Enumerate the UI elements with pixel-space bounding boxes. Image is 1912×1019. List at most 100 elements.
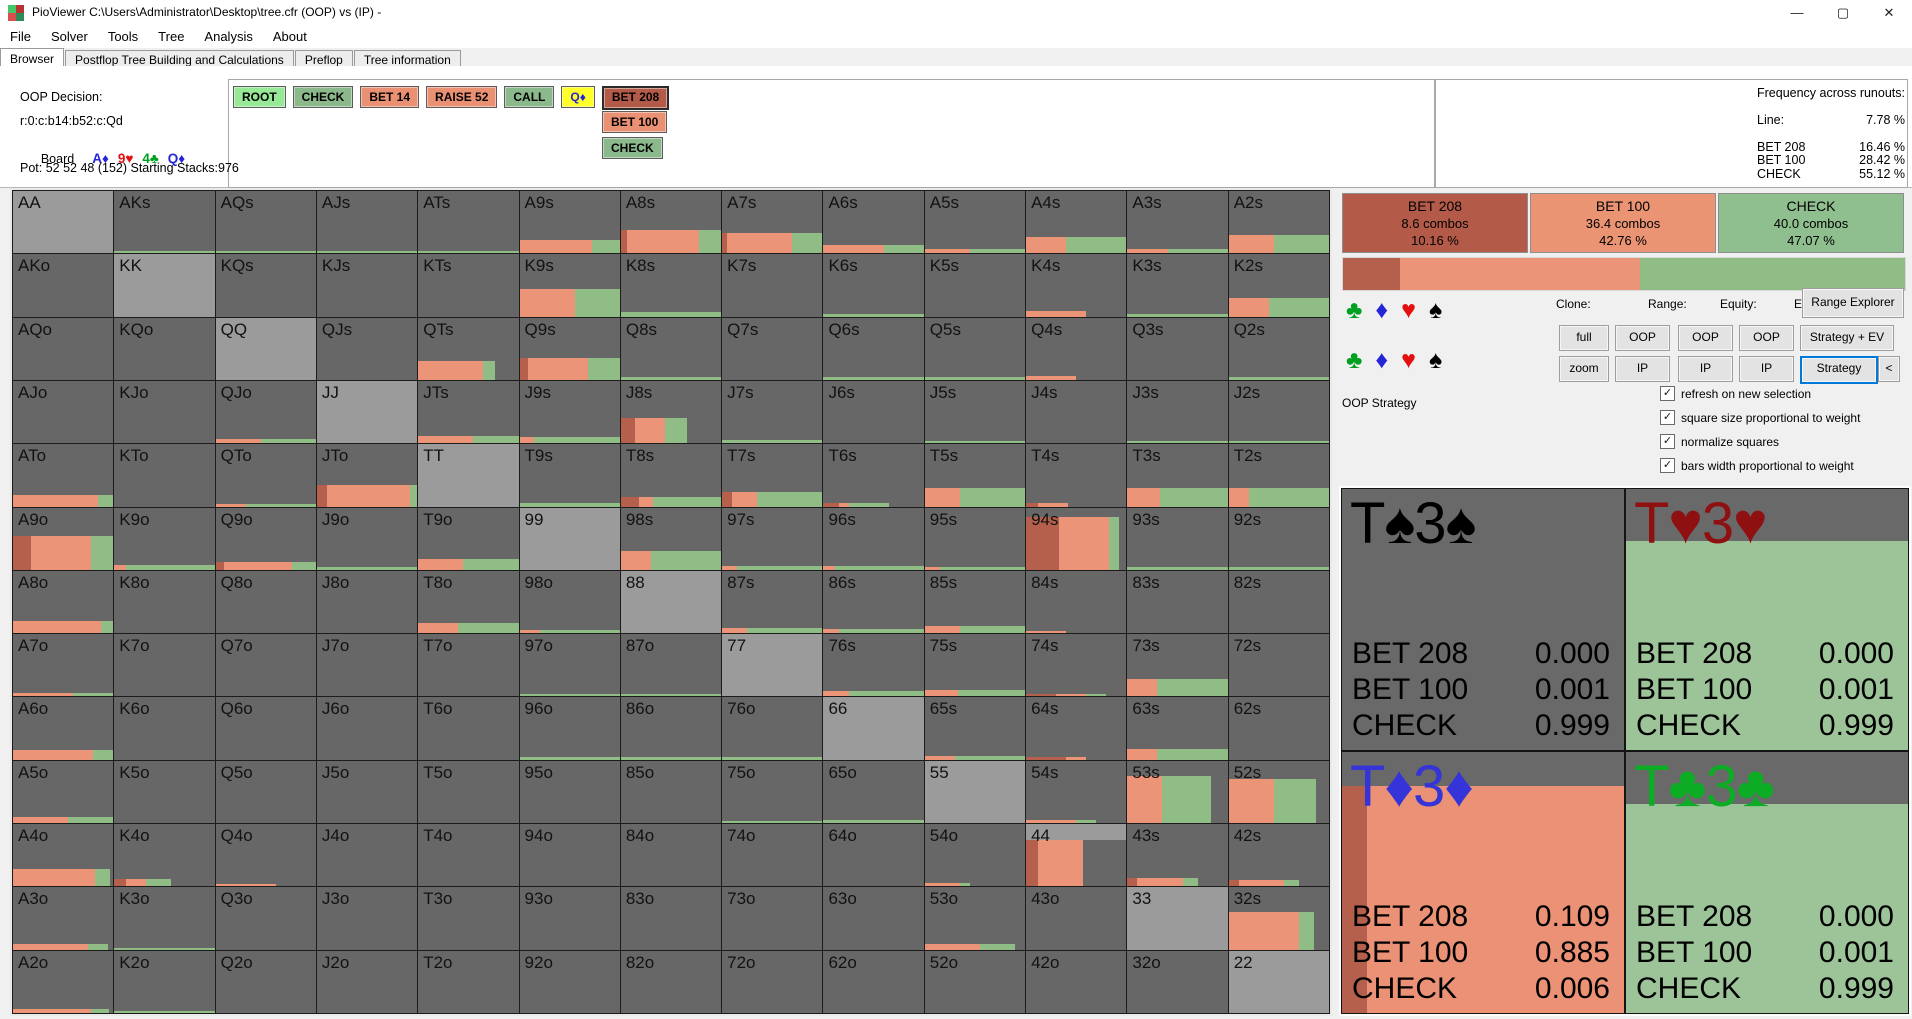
matrix-cell-j9s[interactable]: J9s bbox=[519, 380, 620, 444]
matrix-cell-q9o[interactable]: Q9o bbox=[215, 507, 316, 570]
matrix-cell-65o[interactable]: 65o bbox=[823, 760, 924, 824]
matrix-cell-j4s[interactable]: J4s bbox=[1026, 380, 1127, 444]
matrix-cell-kk[interactable]: KK bbox=[114, 254, 215, 317]
matrix-cell-j9o[interactable]: J9o bbox=[316, 507, 418, 570]
matrix-cell-62o[interactable]: 62o bbox=[823, 950, 924, 1013]
matrix-cell-k8o[interactable]: K8o bbox=[114, 570, 215, 634]
matrix-cell-64o[interactable]: 64o bbox=[823, 824, 924, 887]
menu-item-tools[interactable]: Tools bbox=[107, 29, 139, 44]
checkbox-bars-width-proportional-to-weight[interactable]: ✓ bars width proportional to weight bbox=[1660, 458, 1854, 473]
matrix-cell-82s[interactable]: 82s bbox=[1228, 570, 1329, 634]
matrix-cell-kjo[interactable]: KJo bbox=[114, 380, 215, 444]
tree-node-raise-52[interactable]: RAISE 52 bbox=[426, 86, 498, 108]
matrix-cell-73o[interactable]: 73o bbox=[722, 887, 823, 950]
matrix-cell-qto[interactable]: QTo bbox=[215, 444, 316, 507]
suit-diamond-icon[interactable]: ♦ bbox=[1375, 296, 1389, 324]
matrix-cell-k5s[interactable]: K5s bbox=[924, 254, 1026, 317]
suit-club-icon[interactable]: ♣ bbox=[1346, 346, 1363, 374]
menu-item-solver[interactable]: Solver bbox=[50, 29, 88, 44]
matrix-cell-a7o[interactable]: A7o bbox=[13, 634, 114, 697]
button-strategy-r2[interactable]: Strategy bbox=[1800, 356, 1878, 384]
matrix-cell-44[interactable]: 44 bbox=[1026, 824, 1127, 887]
suit-spade-icon[interactable]: ♠ bbox=[1429, 346, 1443, 374]
matrix-cell-qts[interactable]: QTs bbox=[418, 317, 519, 380]
matrix-cell-94s[interactable]: 94s bbox=[1026, 507, 1127, 570]
matrix-cell-j7o[interactable]: J7o bbox=[316, 634, 418, 697]
matrix-cell-98o[interactable]: 98o bbox=[519, 570, 620, 634]
matrix-cell-74o[interactable]: 74o bbox=[722, 824, 823, 887]
button-full-r1[interactable]: full bbox=[1559, 325, 1609, 351]
matrix-cell-64s[interactable]: 64s bbox=[1026, 697, 1127, 760]
matrix-cell-q3s[interactable]: Q3s bbox=[1127, 317, 1228, 380]
action-header-bet-100[interactable]: BET 100 36.4 combos 42.76 % bbox=[1530, 193, 1716, 253]
matrix-cell-a9s[interactable]: A9s bbox=[519, 191, 620, 254]
matrix-cell-k6o[interactable]: K6o bbox=[114, 697, 215, 760]
button-strategy-ev-r1[interactable]: Strategy + EV bbox=[1800, 325, 1894, 351]
matrix-cell-k7o[interactable]: K7o bbox=[114, 634, 215, 697]
matrix-cell-jts[interactable]: JTs bbox=[418, 380, 519, 444]
matrix-cell-92o[interactable]: 92o bbox=[519, 950, 620, 1013]
matrix-cell-76s[interactable]: 76s bbox=[823, 634, 924, 697]
matrix-cell-a8s[interactable]: A8s bbox=[620, 191, 722, 254]
matrix-cell-86s[interactable]: 86s bbox=[823, 570, 924, 634]
matrix-cell-88[interactable]: 88 bbox=[620, 570, 722, 634]
matrix-cell-kqs[interactable]: KQs bbox=[215, 254, 316, 317]
matrix-cell-83o[interactable]: 83o bbox=[620, 887, 722, 950]
menu-item-tree[interactable]: Tree bbox=[158, 29, 185, 44]
matrix-cell-73s[interactable]: 73s bbox=[1127, 634, 1228, 697]
matrix-cell-j8s[interactable]: J8s bbox=[620, 380, 722, 444]
matrix-cell-t2o[interactable]: T2o bbox=[418, 950, 519, 1013]
matrix-cell-87s[interactable]: 87s bbox=[722, 570, 823, 634]
matrix-cell-tt[interactable]: TT bbox=[418, 444, 519, 507]
checkbox-icon[interactable]: ✓ bbox=[1660, 434, 1675, 449]
matrix-cell-53o[interactable]: 53o bbox=[924, 887, 1026, 950]
tree-node-q♦[interactable]: Q♦ bbox=[561, 86, 595, 108]
button-oop-r1[interactable]: OOP bbox=[1615, 325, 1670, 351]
matrix-cell-j3o[interactable]: J3o bbox=[316, 887, 418, 950]
matrix-cell-t5s[interactable]: T5s bbox=[924, 444, 1026, 507]
matrix-cell-33[interactable]: 33 bbox=[1127, 887, 1228, 950]
suit-club-icon[interactable]: ♣ bbox=[1346, 296, 1363, 324]
matrix-cell-a6s[interactable]: A6s bbox=[823, 191, 924, 254]
tree-node-call[interactable]: CALL bbox=[504, 86, 555, 108]
matrix-cell-aa[interactable]: AA bbox=[13, 191, 114, 254]
matrix-cell-84s[interactable]: 84s bbox=[1026, 570, 1127, 634]
matrix-cell-q2o[interactable]: Q2o bbox=[215, 950, 316, 1013]
button-ip-r2[interactable]: IP bbox=[1739, 356, 1794, 382]
matrix-cell-kjs[interactable]: KJs bbox=[316, 254, 418, 317]
matrix-cell-93s[interactable]: 93s bbox=[1127, 507, 1228, 570]
suit-spade-icon[interactable]: ♠ bbox=[1429, 296, 1443, 324]
matrix-cell-93o[interactable]: 93o bbox=[519, 887, 620, 950]
matrix-cell-66[interactable]: 66 bbox=[823, 697, 924, 760]
combo-detail-T3[interactable]: T♠3♠ BET 208 0.000 BET 100 0.001 CHECK 0.999 bbox=[1342, 489, 1624, 750]
matrix-cell-72s[interactable]: 72s bbox=[1228, 634, 1329, 697]
matrix-cell-j5o[interactable]: J5o bbox=[316, 760, 418, 824]
matrix-cell-52o[interactable]: 52o bbox=[924, 950, 1026, 1013]
matrix-cell-a6o[interactable]: A6o bbox=[13, 697, 114, 760]
matrix-cell-ajs[interactable]: AJs bbox=[316, 191, 418, 254]
combo-detail-T3[interactable]: T♣3♣ BET 208 0.000 BET 100 0.001 CHECK 0.999 bbox=[1626, 752, 1908, 1013]
tab-postflop-tree-building-and-calculations[interactable]: Postflop Tree Building and Calculations bbox=[65, 50, 294, 70]
matrix-cell-k4s[interactable]: K4s bbox=[1026, 254, 1127, 317]
matrix-cell-j3s[interactable]: J3s bbox=[1127, 380, 1228, 444]
matrix-cell-q6s[interactable]: Q6s bbox=[823, 317, 924, 380]
matrix-cell-jto[interactable]: JTo bbox=[316, 444, 418, 507]
matrix-cell-t3o[interactable]: T3o bbox=[418, 887, 519, 950]
matrix-cell-q2s[interactable]: Q2s bbox=[1228, 317, 1329, 380]
tree-node-child-bet-100[interactable]: BET 100 bbox=[602, 111, 668, 133]
button-zoom-r2[interactable]: zoom bbox=[1559, 356, 1609, 382]
minimize-button[interactable]: — bbox=[1790, 5, 1804, 20]
matrix-cell-32o[interactable]: 32o bbox=[1127, 950, 1228, 1013]
matrix-cell-96s[interactable]: 96s bbox=[823, 507, 924, 570]
matrix-cell-jj[interactable]: JJ bbox=[316, 380, 418, 444]
matrix-cell-87o[interactable]: 87o bbox=[620, 634, 722, 697]
matrix-cell-k2o[interactable]: K2o bbox=[114, 950, 215, 1013]
button-oop-r1[interactable]: OOP bbox=[1678, 325, 1733, 351]
matrix-cell-52s[interactable]: 52s bbox=[1228, 760, 1329, 824]
matrix-cell-82o[interactable]: 82o bbox=[620, 950, 722, 1013]
matrix-cell-a3o[interactable]: A3o bbox=[13, 887, 114, 950]
matrix-cell-q6o[interactable]: Q6o bbox=[215, 697, 316, 760]
matrix-cell-ako[interactable]: AKo bbox=[13, 254, 114, 317]
checkbox-icon[interactable]: ✓ bbox=[1660, 386, 1675, 401]
matrix-cell-t4s[interactable]: T4s bbox=[1026, 444, 1127, 507]
